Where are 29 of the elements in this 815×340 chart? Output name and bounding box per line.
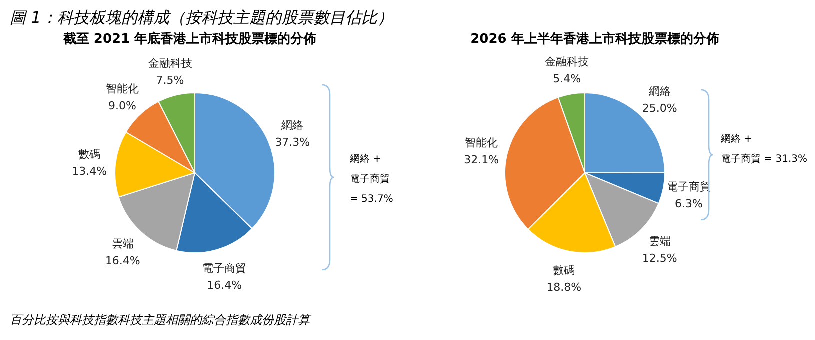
data-label: 7.5%: [156, 74, 184, 87]
slice-label: 雲端: [112, 238, 134, 251]
data-label: 32.1%: [464, 153, 500, 166]
slice-label: 智能化: [465, 136, 498, 150]
data-label: 25.0%: [642, 102, 678, 115]
slice-label: 數碼: [553, 264, 576, 277]
data-label: 37.3%: [275, 136, 310, 149]
text: 百分比按與科技指數科技主題相關的綜合指數成份股計算: [10, 312, 310, 329]
chart-title: 截至 2021 年底香港上市科技股票標的分佈: [62, 30, 318, 48]
data-label: 13.4%: [72, 165, 108, 178]
slice-label: 雲端: [648, 235, 671, 248]
slice-label: 智能化: [106, 82, 139, 96]
text: 網絡 + 電子商貿 = 53.7%: [350, 153, 394, 207]
slice-label: 電子商貿: [202, 262, 247, 275]
slice-label: 網絡: [280, 118, 304, 132]
slice-label: 金融科技: [545, 56, 590, 69]
slice-label: 網絡: [648, 84, 671, 98]
data-label: 5.4%: [553, 72, 582, 86]
chart-title: 2026 年上半年香港上市科技股票標的分佈: [470, 30, 720, 48]
data-label: 16.4%: [207, 278, 242, 292]
slice-label: 數碼: [78, 148, 101, 162]
data-label: 6.3%: [674, 198, 703, 211]
slice-label: 金融科技: [148, 56, 192, 70]
data-label: 12.5%: [642, 252, 678, 266]
data-label: 16.4%: [105, 254, 140, 268]
text: 網絡 + 電子商貿 = 31.3%: [721, 133, 808, 167]
data-label: 18.8%: [546, 280, 582, 294]
caption: 圖 1：科技板塊的構成（按科技主題的股票數目佔比）: [10, 8, 394, 29]
data-label: 9.0%: [108, 100, 136, 113]
